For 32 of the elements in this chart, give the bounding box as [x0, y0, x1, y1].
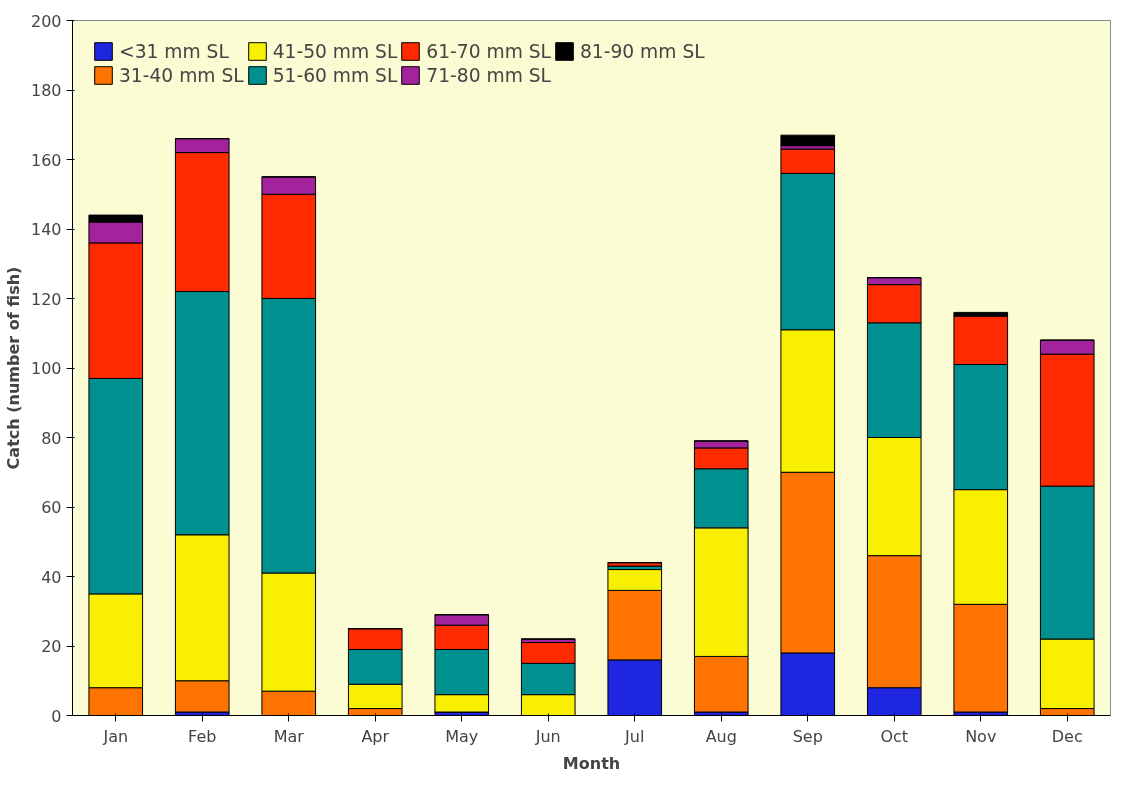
legend-label: 31-40 mm SL	[119, 64, 244, 86]
legend-label: 71-80 mm SL	[426, 64, 551, 86]
y-tick-label: 80	[41, 428, 62, 448]
y-tick-label: 100	[30, 359, 62, 378]
y-tick-label: 0	[51, 706, 62, 726]
x-tick-label: Jun	[534, 726, 561, 746]
x-tick-label: Apr	[361, 726, 390, 746]
y-tick-label: 60	[41, 498, 62, 517]
y-tick-label: 140	[30, 220, 62, 239]
legend-label: 81-90 mm SL	[579, 40, 705, 62]
y-axis-title: Catch (number of fish)	[3, 266, 23, 470]
x-tick-label: Mar	[273, 726, 305, 746]
x-tick-label: Oct	[880, 726, 909, 746]
legend-label: 51-60 mm SL	[272, 64, 398, 86]
x-axis-title: Month	[562, 753, 621, 773]
x-tick-label: Aug	[705, 726, 737, 746]
y-tick-label: 120	[30, 289, 62, 309]
x-tick-label: Jul	[624, 726, 645, 746]
x-tick-label: Feb	[188, 726, 217, 746]
x-tick-label: Nov	[965, 726, 997, 746]
x-tick-label: May	[445, 726, 479, 746]
y-tick-label: 40	[41, 567, 62, 587]
x-tick-label: Sep	[792, 726, 823, 746]
y-tick-label: 200	[30, 11, 62, 31]
x-tick-label: Dec	[1051, 726, 1083, 746]
y-tick-label: 180	[30, 81, 62, 100]
legend-label: 41-50 mm SL	[272, 40, 398, 62]
legend-label: <31 mm SL	[119, 40, 229, 62]
y-tick-label: 160	[30, 150, 62, 170]
x-tick-label: Jan	[102, 726, 129, 746]
y-tick-label: 20	[41, 637, 62, 656]
legend-label: 61-70 mm SL	[426, 40, 551, 62]
